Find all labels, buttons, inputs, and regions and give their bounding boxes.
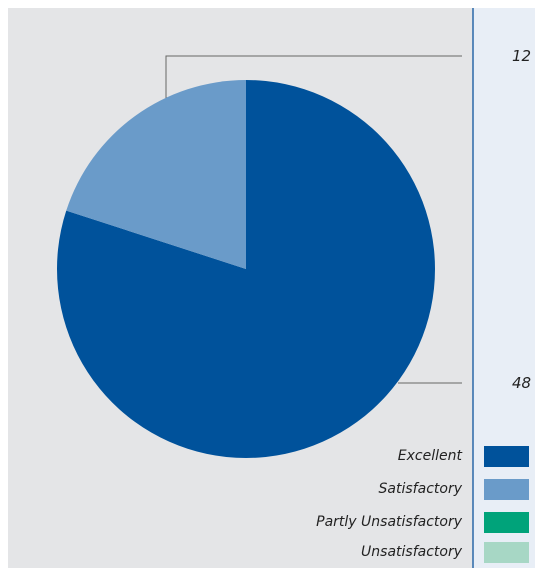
legend-swatch-excellent: [484, 446, 529, 467]
legend-label-partly-unsatisfactory: Partly Unsatisfactory: [316, 514, 463, 530]
pie-slice-satisfactory: [66, 80, 246, 269]
legend-swatch-unsatisfactory: [484, 542, 529, 563]
side-panel-background: [473, 8, 535, 568]
value-label-satisfactory: 12: [512, 47, 531, 65]
legend-swatch-satisfactory: [484, 479, 529, 500]
legend: Excellent Satisfactory Partly Unsatisfac…: [316, 446, 529, 563]
legend-label-excellent: Excellent: [398, 448, 463, 464]
pie-slices: [57, 80, 436, 458]
pie-slice-excellent: [57, 80, 436, 458]
legend-label-satisfactory: Satisfactory: [379, 481, 463, 497]
value-label-excellent: 48: [512, 374, 531, 392]
legend-label-unsatisfactory: Unsatisfactory: [361, 544, 463, 560]
legend-swatch-partly-unsatisfactory: [484, 512, 529, 533]
leader-line-satisfactory: [165, 55, 462, 98]
